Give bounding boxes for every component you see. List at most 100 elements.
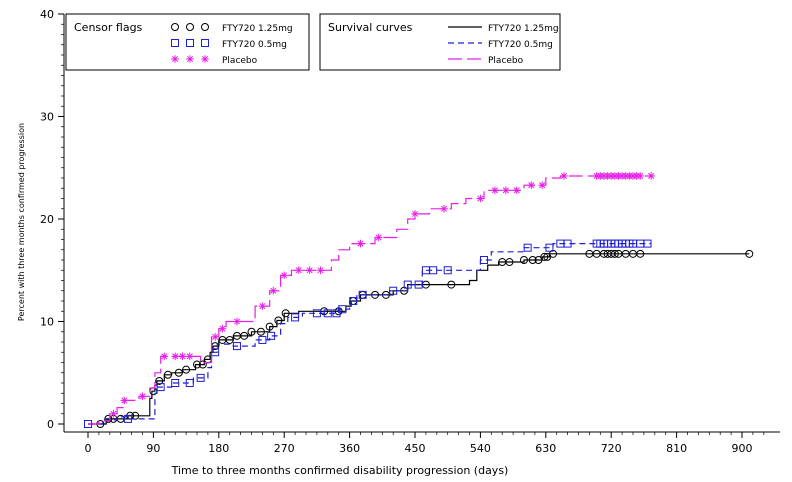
legend-survival-box (319, 13, 561, 71)
star-stroke (281, 272, 288, 279)
x-tick-label: 270 (274, 442, 295, 455)
censor-mark (332, 309, 341, 318)
censor-mark (610, 249, 619, 258)
y-ticks: 0 10 20 30 40 (40, 8, 64, 431)
star-stroke (491, 187, 498, 194)
censor-mark (527, 181, 536, 189)
y-axis-label: Percent with three months confirmed prog… (17, 123, 26, 321)
censor-mark (540, 252, 549, 261)
legend-censor: Censor flags FTY720 1.25mg FTY720 0.5mg … (65, 13, 310, 71)
censor-mark (258, 335, 267, 344)
star-stroke (317, 267, 324, 274)
censor-mark (545, 243, 554, 252)
star-stroke (528, 182, 535, 189)
axes-layer (63, 14, 780, 433)
censor-mark (211, 348, 220, 357)
star-stroke (219, 325, 226, 332)
star-stroke (186, 353, 193, 360)
star-stroke (110, 410, 117, 417)
censor-mark (312, 309, 321, 318)
star-stroke (139, 393, 146, 400)
star-stroke (233, 318, 241, 325)
star-stroke (212, 333, 219, 340)
legend-marker-square (171, 39, 179, 47)
censor-mark (491, 186, 499, 195)
legend-marker-square (186, 39, 194, 47)
star-stroke (259, 303, 266, 310)
censor-mark (389, 286, 398, 295)
legend-censor-markers (171, 23, 209, 63)
censor-mark (316, 266, 325, 275)
censor-mark (233, 317, 241, 326)
censor-mark (281, 309, 290, 318)
censor-mark (338, 305, 347, 314)
censor-mark (563, 239, 572, 248)
series-3 (88, 172, 655, 425)
censor-mark (163, 370, 172, 379)
censor-mark (636, 172, 645, 180)
x-tick-label: 180 (208, 442, 229, 455)
legend-censor-box (65, 13, 310, 71)
star-stroke (179, 353, 186, 360)
legend-marker-circle (201, 23, 209, 31)
censor-mark (305, 266, 314, 275)
censor-mark (109, 409, 118, 418)
star-stroke (270, 287, 277, 294)
censor-mark (198, 360, 207, 369)
censor-mark (440, 204, 448, 213)
censor-mark (120, 396, 129, 405)
star-stroke (306, 267, 313, 274)
legend-marker-circle (171, 23, 179, 31)
x-tick-label: 90 (146, 442, 160, 455)
star-stroke (539, 182, 546, 189)
censor-mark (269, 286, 278, 295)
censor-mark (643, 239, 652, 248)
censor-mark (274, 316, 283, 325)
series-1 (88, 249, 754, 428)
censor-mark (256, 327, 265, 336)
legend-censor-label-2: FTY720 0.5mg (222, 40, 287, 50)
censor-mark (538, 181, 546, 189)
censor-mark (523, 243, 532, 252)
star-stroke (375, 234, 382, 241)
star-stroke (121, 397, 128, 404)
censor-mark (476, 194, 485, 203)
y-tick-label: 30 (40, 111, 54, 124)
star-stroke (477, 195, 484, 202)
censor-mark (480, 256, 489, 264)
legend-marker-star (186, 55, 194, 63)
star-stroke (502, 187, 509, 194)
censor-mark (178, 352, 187, 361)
star-stroke (648, 172, 655, 179)
legend-survival-label-3: Placebo (488, 56, 524, 66)
star-stroke (186, 55, 194, 63)
censor-mark (374, 233, 383, 242)
y-tick-label: 0 (47, 418, 54, 431)
star-stroke (411, 210, 419, 217)
censor-mark (185, 379, 194, 387)
star-stroke (513, 187, 520, 194)
star-stroke (172, 353, 179, 360)
censor-mark (240, 331, 249, 340)
censor-mark (403, 280, 412, 289)
censor-mark (447, 280, 456, 289)
x-tick-label: 720 (601, 442, 622, 455)
censor-mark (171, 352, 179, 361)
censor-mark (520, 256, 528, 264)
censor-mark (155, 376, 164, 385)
censor-mark (182, 365, 191, 374)
censor-mark (211, 333, 219, 341)
censor-mark (123, 414, 132, 423)
censor-mark (411, 210, 419, 218)
x-axis-label: Time to three months confirmed disabilit… (171, 464, 509, 477)
censor-mark (156, 383, 165, 392)
censor-mark (505, 258, 514, 267)
star-stroke (161, 353, 168, 360)
censor-mark (443, 266, 452, 275)
censor-mark (218, 324, 227, 333)
censor-mark (185, 352, 194, 361)
censor-mark (356, 239, 365, 248)
censor-mark (267, 331, 276, 340)
